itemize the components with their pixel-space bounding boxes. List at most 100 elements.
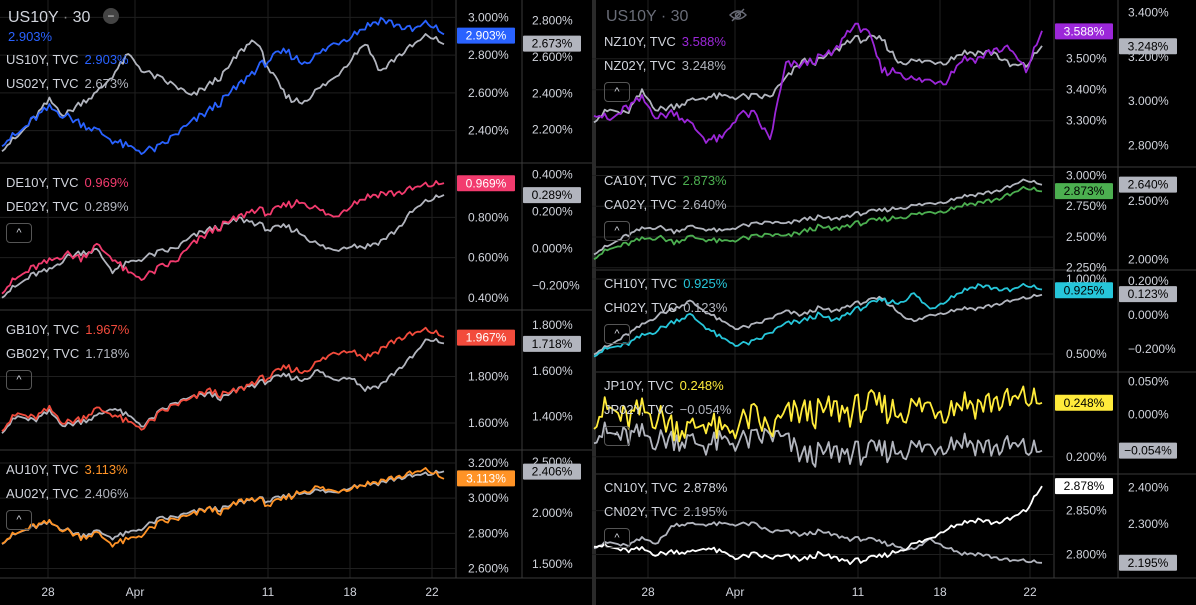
legend-cn02y[interactable]: CN02Y, TVC 2.195%	[604, 504, 727, 519]
series-line-us02y	[1, 33, 445, 153]
axis2-tick-label: 0.000%	[1128, 308, 1169, 322]
axis2-tick-label: 0.200%	[532, 205, 573, 219]
collapse-pane-button[interactable]: ^	[604, 426, 630, 446]
legend-name: CH02Y, TVC	[604, 300, 678, 315]
last-value-badge-bg	[1119, 38, 1177, 55]
legend-jp02y[interactable]: JP02Y, TVC −0.054%	[604, 402, 731, 417]
axis1-tick-label: 3.000%	[1066, 168, 1107, 182]
legend-us10y[interactable]: US10Y, TVC 2.903%	[6, 52, 129, 67]
legend-au02y[interactable]: AU02Y, TVC 2.406%	[6, 486, 129, 501]
axis1-tick-label: 2.400%	[468, 124, 509, 138]
legend-value: 0.248%	[679, 378, 724, 393]
axis1-tick-label: 2.800%	[468, 48, 509, 62]
series-line-de10y	[1, 180, 445, 295]
series-line-gb02y	[1, 337, 445, 434]
left-title-value: 2.903%	[8, 29, 53, 44]
symbol-label: US10Y	[606, 8, 657, 25]
last-value-badge-bg	[1119, 554, 1177, 571]
axis2-tick-label: 2.800%	[1128, 139, 1169, 153]
series-line-ca02y	[593, 178, 1043, 256]
legend-name: CA02Y, TVC	[604, 197, 677, 212]
legend-de10y[interactable]: DE10Y, TVC 0.969%	[6, 175, 129, 190]
title-separator: ·	[660, 8, 667, 25]
legend-ca10y[interactable]: CA10Y, TVC 2.873%	[604, 173, 727, 188]
legend-value: 2.903%	[84, 52, 129, 67]
legend-ch10y[interactable]: CH10Y, TVC 0.925%	[604, 276, 727, 291]
axis1-tick-label: 2.750%	[1066, 199, 1107, 213]
legend-name: CH10Y, TVC	[604, 276, 678, 291]
left-symbol-title[interactable]: US10Y · 30 −	[8, 8, 119, 27]
axis2-tick-label: 3.000%	[1128, 94, 1169, 108]
legend-gb02y[interactable]: GB02Y, TVC 1.718%	[6, 346, 129, 361]
time-axis-label: 22	[425, 585, 439, 599]
last-value-badge-bg	[523, 463, 581, 480]
axis2-tick-label: 2.800%	[532, 14, 573, 28]
axis2-tick-label: 1.500%	[532, 557, 573, 571]
collapse-pane-button[interactable]: ^	[6, 510, 32, 530]
axis2-tick-label: 2.400%	[532, 86, 573, 100]
pane-ch: 1.000%0.500%0.200%0.000%−0.200%0.925% 0.1…	[592, 272, 1177, 361]
collapse-pane-button[interactable]: ^	[6, 370, 32, 390]
minus-icon[interactable]: −	[102, 8, 119, 24]
right-symbol-title[interactable]: US10Y · 30	[606, 8, 747, 26]
collapse-pane-button[interactable]: ^	[604, 324, 630, 344]
axis2-tick-label: 2.300%	[1128, 517, 1169, 531]
legend-value: 2.195%	[683, 504, 728, 519]
collapse-pane-button[interactable]: ^	[604, 221, 630, 241]
legend-de02y[interactable]: DE02Y, TVC 0.289%	[6, 199, 129, 214]
time-axis-label: 28	[41, 585, 55, 599]
axis1-tick-label: 1.600%	[468, 416, 509, 430]
axis2-tick-label: 2.500%	[1128, 194, 1169, 208]
last-value-badge-bg	[1055, 23, 1113, 40]
legend-gb10y[interactable]: GB10Y, TVC 1.967%	[6, 322, 129, 337]
legend-us02y[interactable]: US02Y, TVC 2.673%	[6, 76, 129, 91]
axis1-tick-label: 0.400%	[468, 291, 509, 305]
legend-nz10y[interactable]: NZ10Y, TVC 3.588%	[604, 34, 726, 49]
collapse-pane-button[interactable]: ^	[604, 528, 630, 548]
series-line-gb10y	[1, 326, 445, 432]
last-value-badge: 3.113%	[466, 471, 506, 485]
last-value-badge: 0.969%	[466, 176, 507, 190]
legend-value: 1.718%	[85, 346, 130, 361]
series-line-jp02y	[593, 421, 1043, 468]
legend-name: DE02Y, TVC	[6, 199, 79, 214]
legend-cn10y[interactable]: CN10Y, TVC 2.878%	[604, 480, 727, 495]
axis1-tick-label: 3.000%	[468, 491, 509, 505]
legend-name: NZ02Y, TVC	[604, 58, 676, 73]
last-value-badge: 2.903%	[466, 29, 507, 43]
legend-au10y[interactable]: AU10Y, TVC 3.113%	[6, 462, 128, 477]
time-axis-label: 11	[852, 585, 865, 599]
last-value-badge: 0.925%	[1064, 283, 1105, 297]
interval-label: 30	[670, 8, 689, 25]
pane-ca: 3.000% 2.750% 2.500% 2.250% 2.500% 2.000% 2.87…	[592, 168, 1177, 275]
last-value-badge-bg	[1119, 176, 1177, 193]
series-line-jp10y	[593, 385, 1043, 443]
legend-name: AU10Y, TVC	[6, 462, 79, 477]
axis1-tick-label: 2.800%	[468, 526, 509, 540]
legend-nz02y[interactable]: NZ02Y, TVC 3.248%	[604, 58, 726, 73]
last-value-badge: 3.248%	[1128, 39, 1169, 53]
symbol-label: US10Y	[8, 9, 59, 26]
axis2-tick-label: 2.000%	[1128, 252, 1169, 266]
eye-hidden-icon[interactable]	[728, 8, 747, 22]
legend-ch02y[interactable]: CH02Y, TVC 0.123%	[604, 300, 727, 315]
axis1-tick-label: 0.200%	[1066, 450, 1107, 464]
last-value-badge-bg	[1119, 286, 1177, 303]
axis1-tick-label: 2.850%	[1066, 504, 1107, 518]
legend-value: 3.588%	[681, 34, 726, 49]
collapse-pane-button[interactable]: ^	[604, 82, 630, 102]
legend-ca02y[interactable]: CA02Y, TVC 2.640%	[604, 197, 727, 212]
legend-value: 3.248%	[681, 58, 726, 73]
last-value-badge-bg	[523, 187, 581, 204]
legend-value: 2.878%	[683, 480, 728, 495]
legend-name: GB10Y, TVC	[6, 322, 80, 337]
axis2-tick-label: 0.050%	[1128, 374, 1169, 388]
title-separator: ·	[62, 9, 69, 26]
legend-name: CN10Y, TVC	[604, 480, 678, 495]
legend-jp10y[interactable]: JP10Y, TVC 0.248%	[604, 378, 724, 393]
legend-name: AU02Y, TVC	[6, 486, 79, 501]
time-axis-label: 11	[262, 585, 275, 599]
collapse-pane-button[interactable]: ^	[6, 223, 32, 243]
legend-value: 2.873%	[682, 173, 727, 188]
